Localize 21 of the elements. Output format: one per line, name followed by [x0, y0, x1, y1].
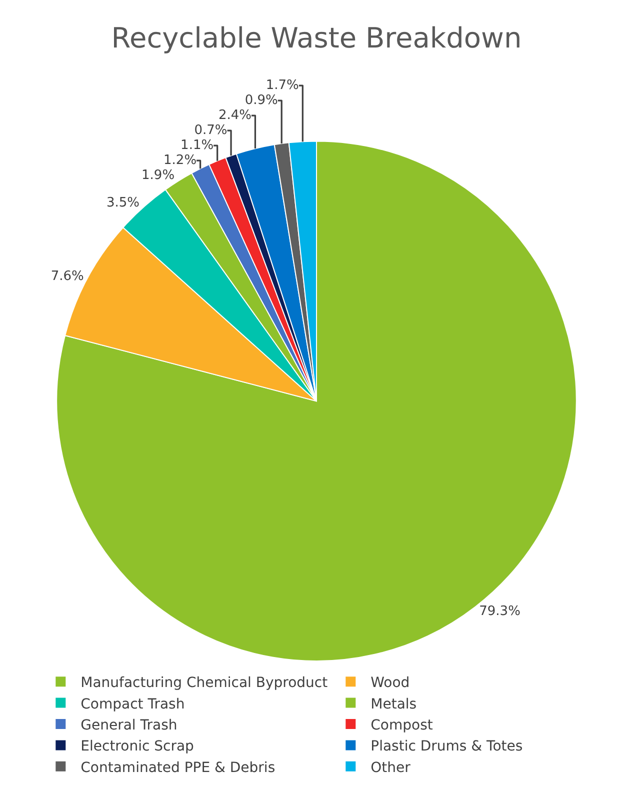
chart-title: Recyclable Waste Breakdown: [111, 21, 522, 54]
data-label: 1.2%: [164, 153, 197, 168]
data-label: 7.6%: [50, 268, 84, 284]
data-label: 3.5%: [106, 196, 140, 211]
legend-label: Contaminated PPE & Debris: [80, 760, 276, 776]
legend-label: Manufacturing Chemical Byproduct: [80, 675, 328, 692]
data-label: 79.3%: [479, 604, 520, 619]
legend-label: Plastic Drums & Totes: [370, 738, 523, 755]
data-label: 2.4%: [218, 108, 252, 124]
legend-label: Compost: [370, 717, 434, 734]
legend-label: Other: [370, 760, 411, 776]
legend-label: Electronic Scrap: [80, 738, 194, 755]
legend-label: Compact Trash: [80, 696, 185, 712]
data-label: 1.7%: [266, 78, 299, 94]
legend-label: Metals: [370, 696, 417, 712]
legend-label: Wood: [370, 675, 410, 692]
data-label: 0.7%: [194, 123, 228, 138]
data-label: 1.9%: [142, 168, 175, 184]
legend-label: General Trash: [80, 717, 178, 734]
data-label: 0.9%: [244, 93, 278, 108]
data-label: 1.1%: [180, 138, 214, 154]
